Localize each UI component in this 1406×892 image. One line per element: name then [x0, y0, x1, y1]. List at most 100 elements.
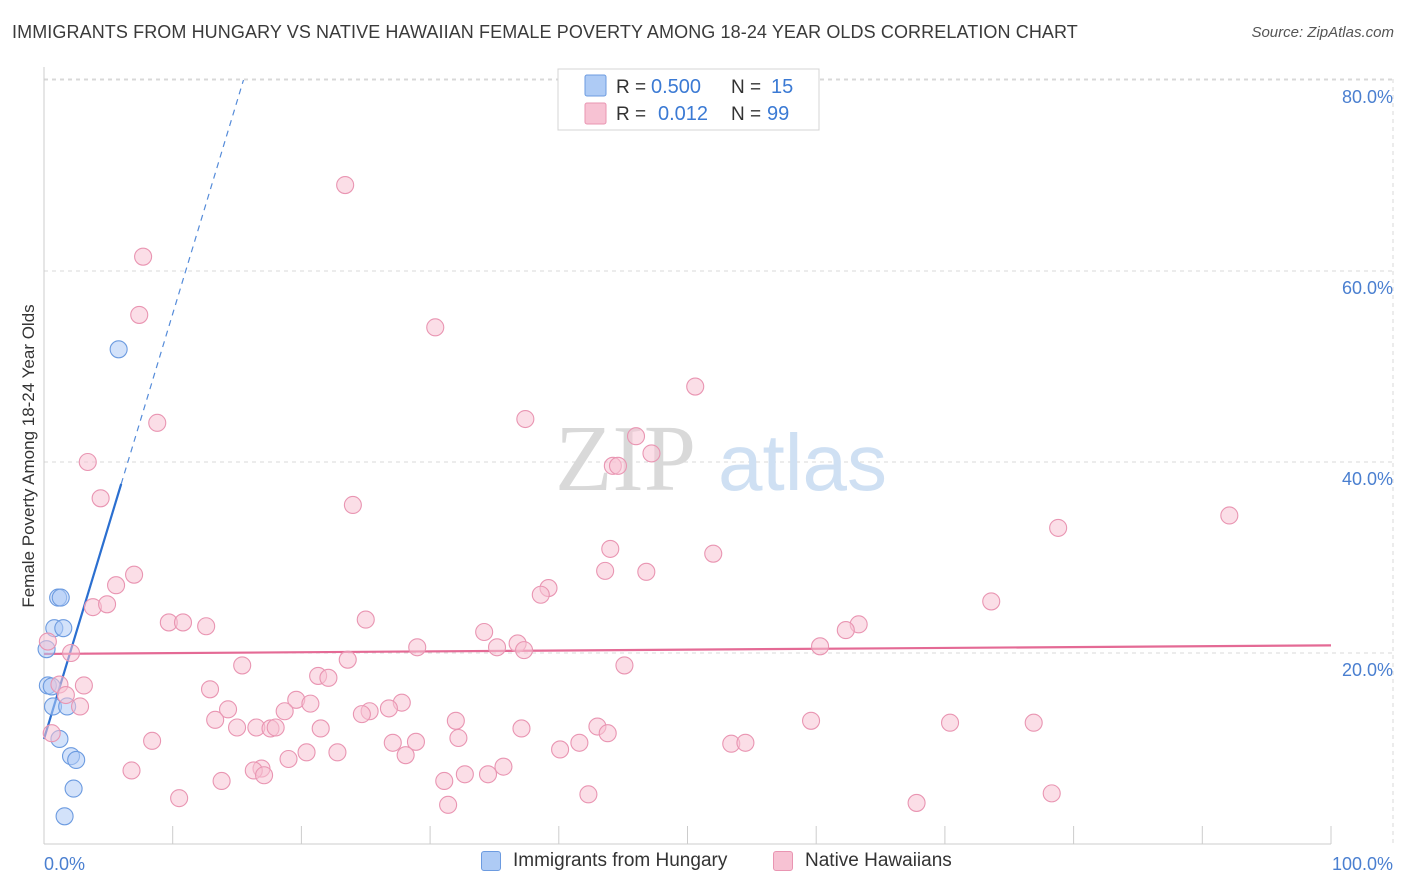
data-point-hawaiians [143, 731, 162, 750]
data-point-hawaiians [406, 732, 425, 751]
data-points [37, 176, 1239, 826]
trend-line-hawaiians [43, 644, 1332, 656]
data-point-hawaiians [579, 785, 598, 804]
data-point-hawaiians [125, 565, 144, 584]
watermark: ZIP atlas [555, 407, 887, 511]
data-point-hawaiians [352, 705, 371, 724]
x-tick-label: 0.0% [44, 854, 85, 874]
data-point-hawaiians [487, 638, 507, 657]
y-tick-label: 60.0% [1342, 278, 1393, 298]
data-point-hawaiians [356, 610, 375, 629]
data-point-hungary [54, 619, 73, 638]
legend-swatch-hungary [481, 851, 501, 871]
data-point-hawaiians [200, 680, 220, 699]
data-point-hawaiians [173, 613, 193, 632]
data-point-hawaiians [686, 377, 705, 396]
data-point-hawaiians [637, 562, 656, 581]
y-tick-label: 80.0% [1342, 87, 1393, 107]
data-point-hawaiians [1024, 713, 1043, 732]
trend-line-hungary [42, 483, 123, 740]
data-point-hawaiians [475, 622, 494, 642]
data-point-hawaiians [1049, 518, 1068, 537]
data-point-hawaiians [297, 743, 316, 762]
data-point-hawaiians [449, 728, 468, 748]
y-tick-label: 40.0% [1342, 469, 1393, 489]
data-point-hawaiians [836, 621, 855, 640]
data-point-hawaiians [478, 765, 498, 784]
legend-top-n-value: 15 [771, 76, 793, 98]
legend-top-r-value: 0.500 [651, 76, 701, 98]
source-label: Source: ZipAtlas.com [1251, 24, 1394, 41]
data-point-hawaiians [228, 718, 247, 737]
data-point-hawaiians [266, 718, 285, 737]
legend-top-n-value: 99 [767, 103, 789, 125]
data-point-hungary [64, 779, 83, 798]
y-axis-label: Female Poverty Among 18-24 Year Olds [19, 304, 38, 607]
data-point-hawaiians [91, 489, 110, 508]
trend-lines [42, 79, 1332, 740]
legend-top-r-value: 0.012 [658, 103, 708, 125]
data-point-hawaiians [148, 413, 167, 432]
data-point-hawaiians [1042, 784, 1061, 803]
data-point-hawaiians [531, 585, 550, 604]
data-point-hawaiians [551, 740, 570, 759]
legend-label-hawaiians: Native Hawaiians [805, 850, 952, 871]
data-point-hawaiians [494, 757, 513, 776]
data-point-hawaiians [134, 247, 153, 266]
data-point-hawaiians [455, 765, 474, 784]
legend-top-swatch-hawaiians [584, 102, 607, 125]
data-point-hawaiians [383, 733, 402, 752]
data-point-hawaiians [56, 685, 75, 705]
data-point-hawaiians [907, 793, 926, 812]
data-point-hawaiians [435, 771, 454, 791]
data-point-hawaiians [615, 656, 634, 675]
data-point-hawaiians [426, 318, 445, 337]
legend-bottom: Immigrants from Hungary Native Hawaiians [0, 850, 1406, 880]
data-point-hawaiians [570, 733, 589, 752]
data-point-hawaiians [601, 539, 620, 558]
trend-line-hungary-extension [120, 79, 245, 485]
data-point-hawaiians [233, 656, 252, 675]
legend-swatch-hawaiians [773, 851, 793, 871]
data-point-hawaiians [802, 711, 821, 730]
data-point-hawaiians [61, 643, 81, 663]
data-point-hawaiians [319, 668, 338, 687]
data-point-hawaiians [279, 749, 298, 769]
data-point-hungary [67, 750, 86, 770]
data-point-hawaiians [311, 719, 330, 738]
data-point-hawaiians [736, 733, 755, 752]
data-point-hawaiians [439, 795, 458, 814]
data-point-hawaiians [197, 617, 216, 636]
data-point-hungary [55, 807, 74, 826]
chart-title: IMMIGRANTS FROM HUNGARY VS NATIVE HAWAII… [12, 22, 1078, 42]
watermark-atlas: atlas [718, 418, 887, 507]
data-point-hawaiians [626, 427, 646, 446]
data-point-hawaiians [336, 176, 355, 195]
data-point-hawaiians [218, 700, 238, 719]
data-point-hawaiians [982, 592, 1001, 611]
watermark-zip: ZIP [555, 407, 696, 511]
data-point-hawaiians [408, 638, 427, 657]
data-point-hawaiians [107, 576, 126, 595]
data-point-hawaiians [379, 699, 398, 718]
data-point-hawaiians [206, 710, 225, 729]
data-point-hawaiians [515, 641, 534, 660]
legend-top: R = 0.500 N = 15 R = 0.012 N = 99 [557, 68, 820, 131]
axes [43, 67, 1332, 845]
data-point-hawaiians [328, 743, 347, 762]
legend-item-hawaiians[interactable]: Native Hawaiians [773, 850, 952, 872]
legend-top-swatch-hungary [584, 74, 607, 97]
data-point-hawaiians [212, 771, 231, 791]
data-point-hawaiians [608, 456, 628, 475]
data-point-hawaiians [74, 676, 93, 695]
data-point-hawaiians [130, 305, 149, 324]
data-point-hawaiians [642, 444, 661, 463]
legend-item-hungary[interactable]: Immigrants from Hungary [481, 850, 727, 872]
x-tick-label: 100.0% [1332, 854, 1393, 874]
data-point-hawaiians [275, 702, 294, 721]
legend-top-n-label: N = [731, 77, 761, 98]
legend-top-r-label: R = [616, 104, 646, 125]
data-point-hawaiians [98, 595, 117, 614]
data-point-hawaiians [338, 650, 357, 669]
